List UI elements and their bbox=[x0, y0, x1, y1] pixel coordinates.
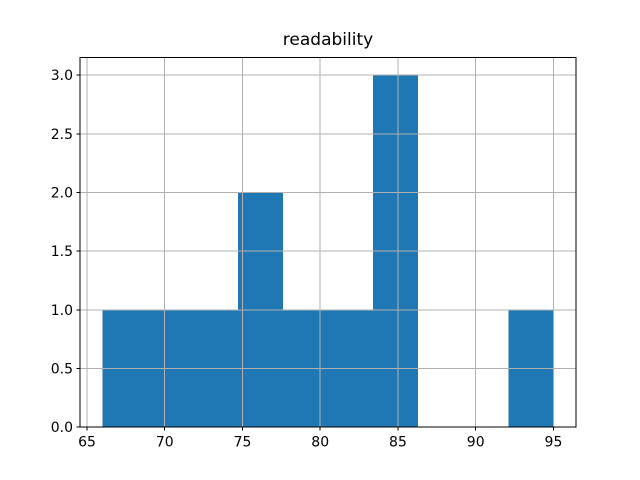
x-tick-label: 90 bbox=[467, 435, 485, 451]
y-tick-label: 1.0 bbox=[51, 303, 73, 319]
y-tick-label: 2.5 bbox=[51, 127, 73, 143]
y-tick-label: 3.0 bbox=[51, 68, 73, 84]
x-tick-label: 95 bbox=[545, 435, 563, 451]
y-tick-label: 0.5 bbox=[51, 362, 73, 378]
x-tick-label: 65 bbox=[78, 435, 96, 451]
axes-spines bbox=[79, 57, 577, 428]
x-tick-label: 75 bbox=[234, 435, 252, 451]
chart-title: readability bbox=[282, 30, 374, 50]
x-tick-label: 80 bbox=[311, 435, 329, 451]
x-tick-label: 70 bbox=[156, 435, 174, 451]
y-tick-label: 0.0 bbox=[51, 420, 73, 436]
y-tick-label: 1.5 bbox=[51, 244, 73, 260]
y-tick-label: 2.0 bbox=[51, 186, 73, 202]
x-tick-label: 85 bbox=[389, 435, 407, 451]
